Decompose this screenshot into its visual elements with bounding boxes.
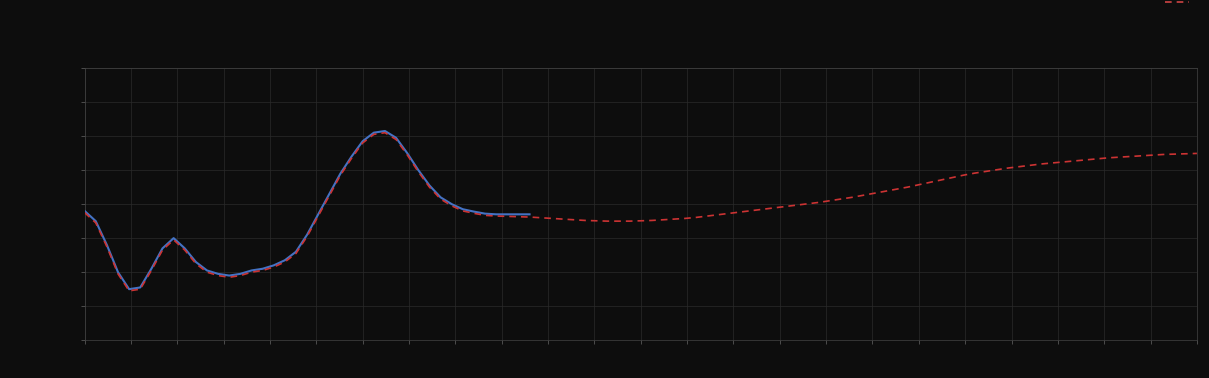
Legend: , : , xyxy=(1164,0,1192,7)
